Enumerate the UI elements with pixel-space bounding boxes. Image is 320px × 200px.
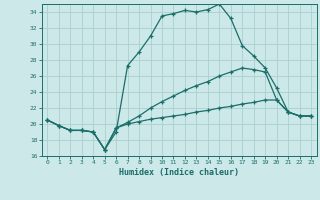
X-axis label: Humidex (Indice chaleur): Humidex (Indice chaleur) xyxy=(119,168,239,177)
